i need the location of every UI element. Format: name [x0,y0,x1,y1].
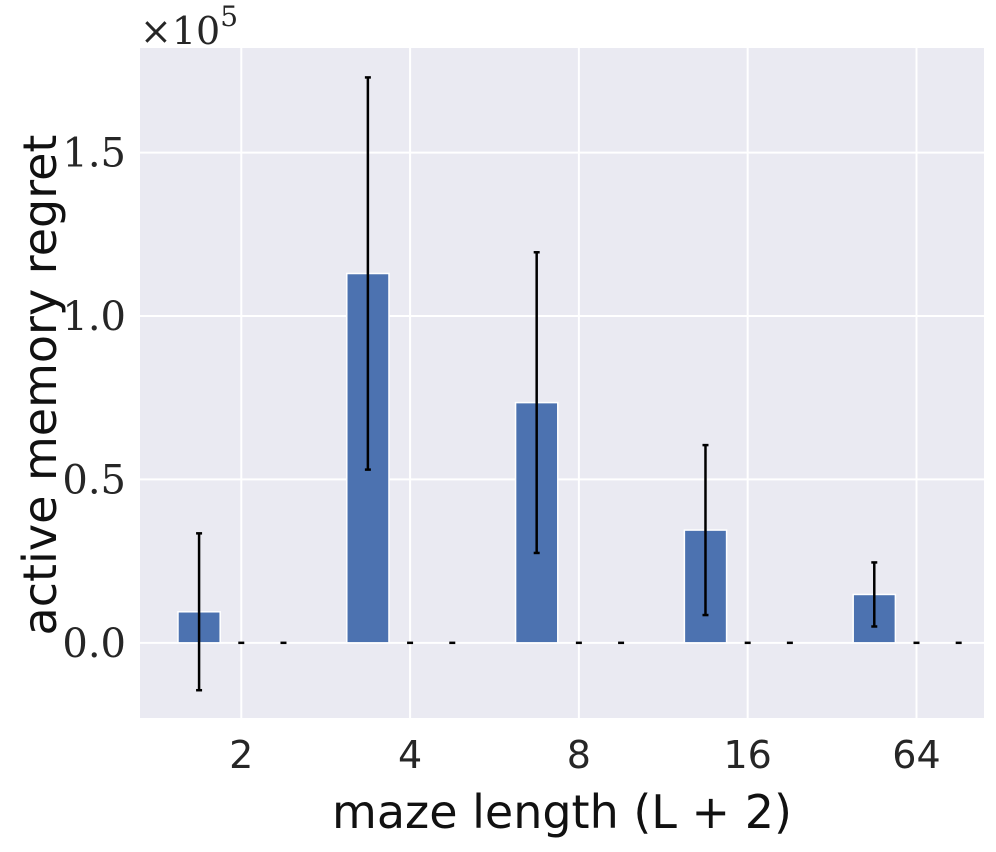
x-tick-labels: 2 4 8 16 64 [229,733,940,777]
y-tick-label: 1.5 [62,131,126,177]
x-tick-label: 64 [892,733,940,777]
y-tick-label: 1.0 [62,294,126,340]
y-tick-label: 0.5 [62,457,126,503]
plot-area [140,48,984,718]
x-tick-label: 2 [229,733,253,777]
y-tick-label: 0.0 [62,621,126,667]
x-tick-label: 8 [567,733,591,777]
x-tick-label: 16 [724,733,772,777]
y-axis-label: active memory regret [13,135,67,636]
x-gridlines [240,48,918,718]
error-bars [196,76,962,692]
x-tick-label: 4 [398,733,422,777]
x-axis-label: maze length (L + 2) [332,785,792,839]
y-tick-labels: 0.0 0.5 1.0 1.5 [62,131,126,667]
y-scale-factor: ×105 [140,0,238,53]
